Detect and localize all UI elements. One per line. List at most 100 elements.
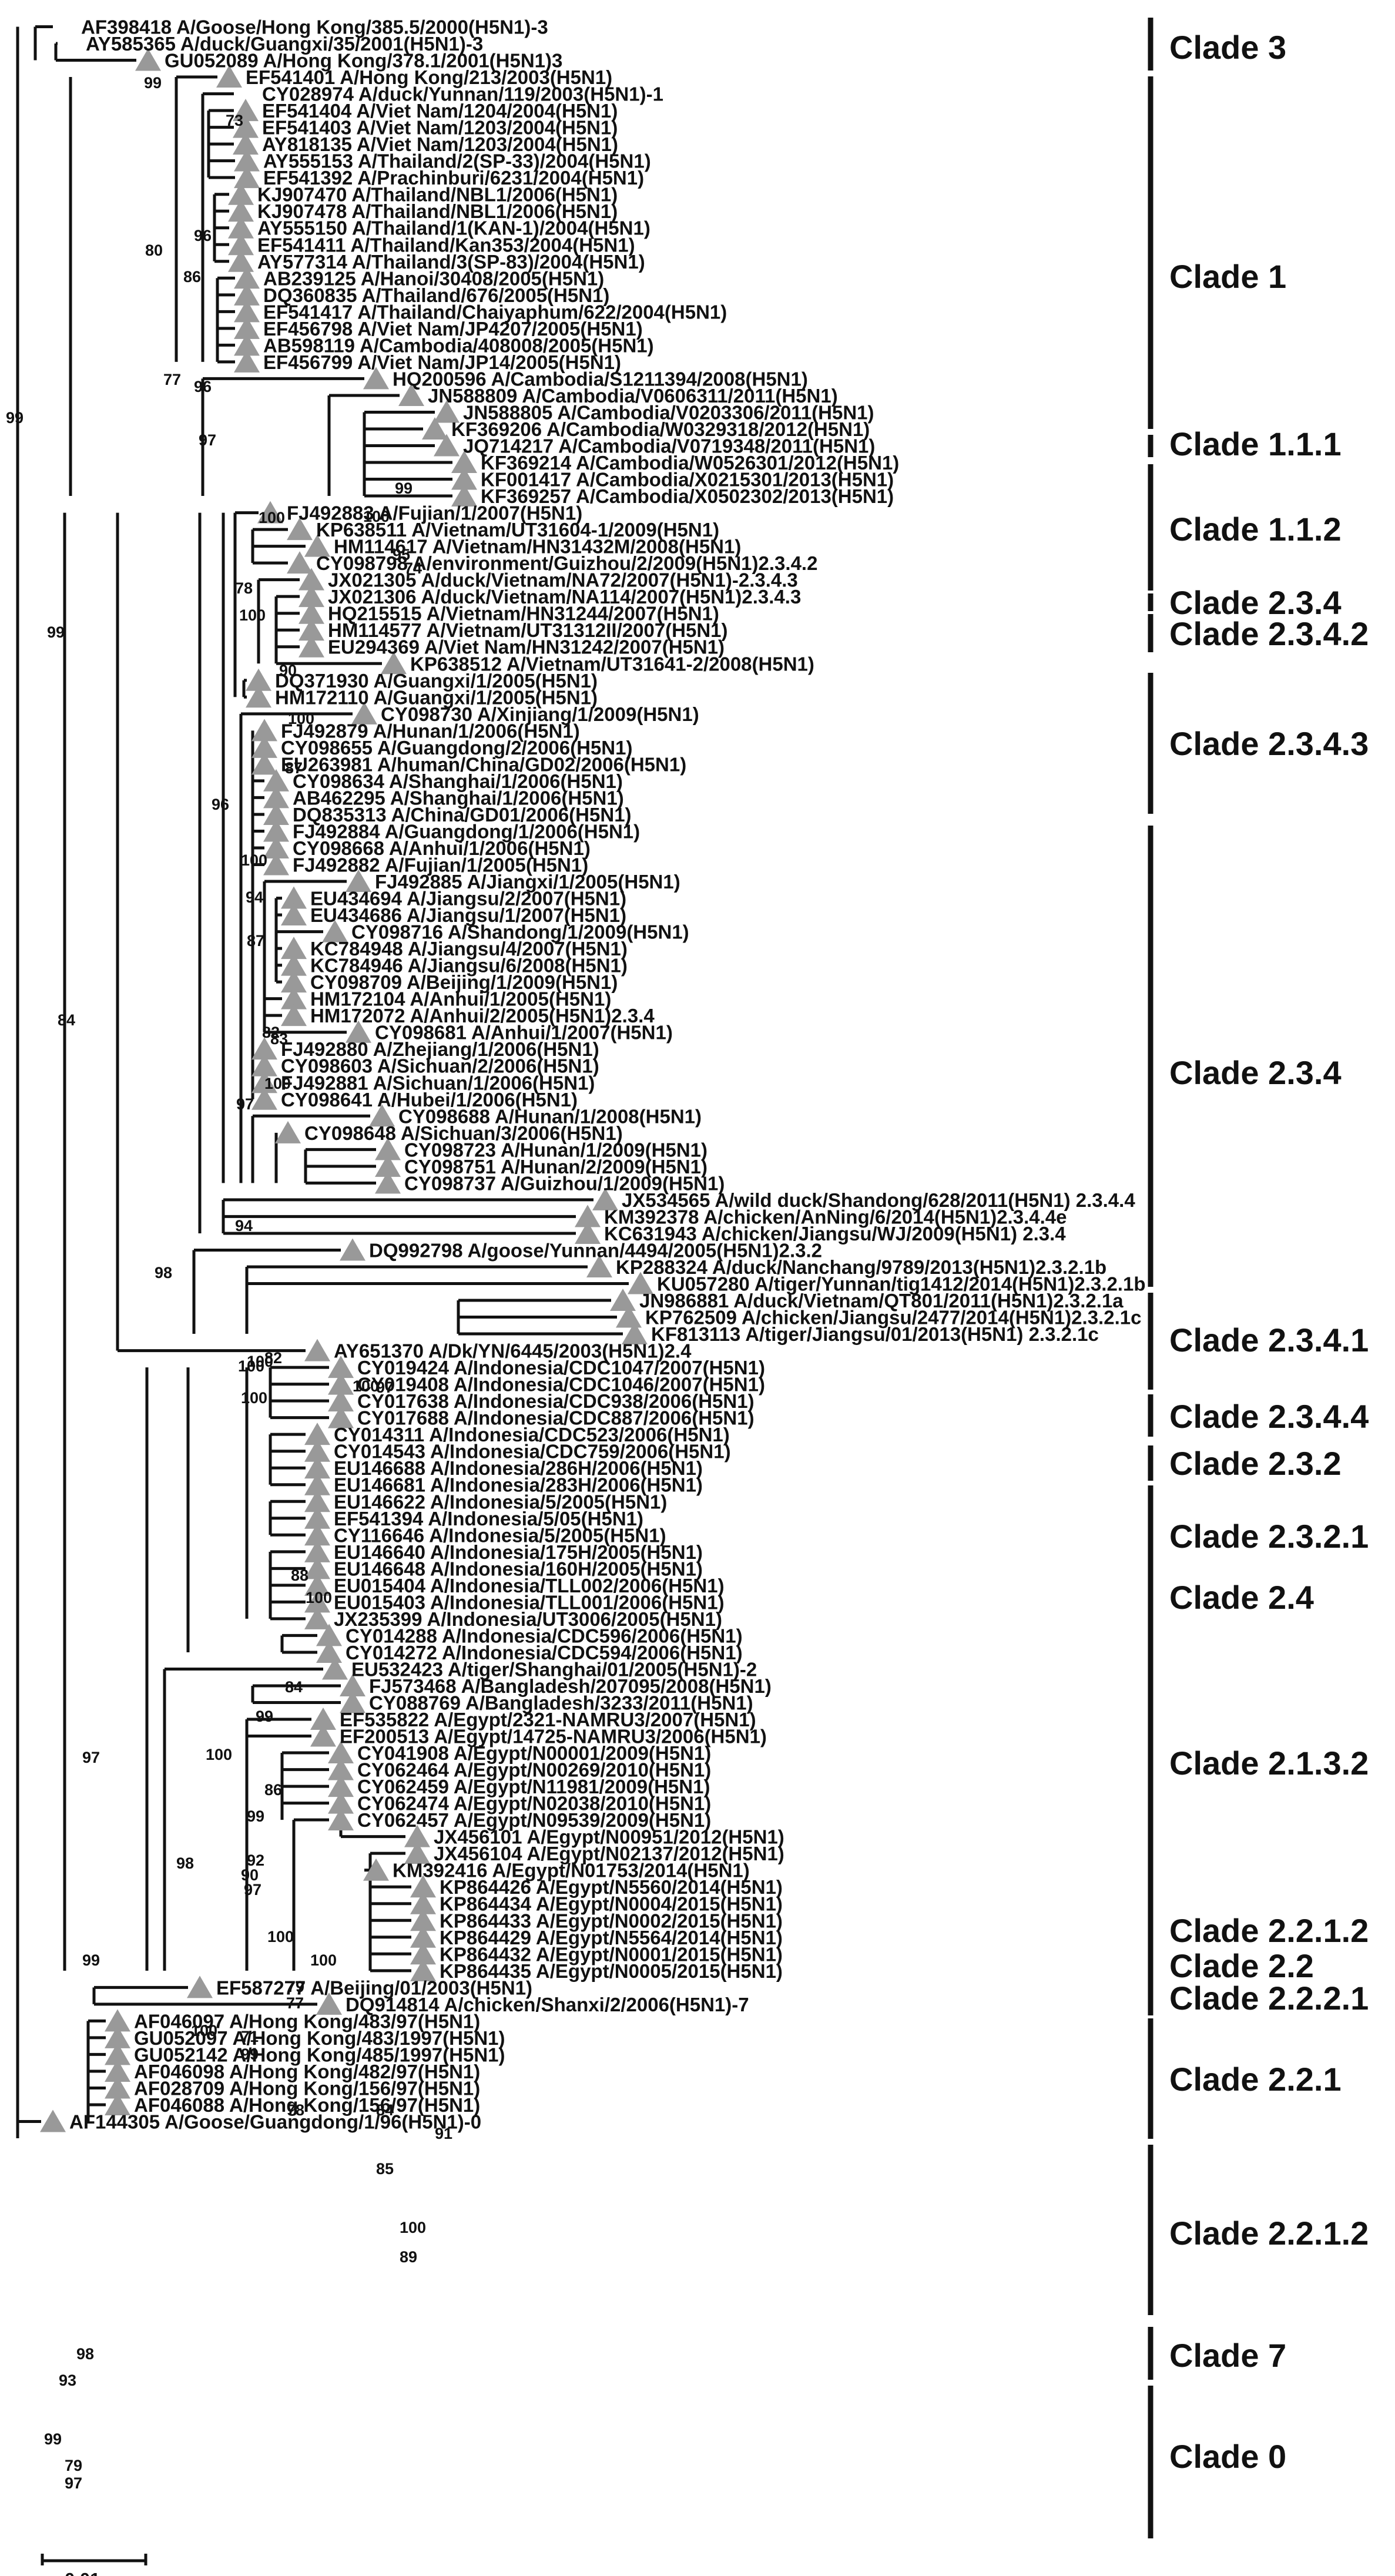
- leaf-label: EF541392 A/Prachinburi/6231/2004(H5N1): [263, 167, 644, 189]
- tip-triangle: [328, 1808, 354, 1831]
- tip-triangle: [105, 2092, 130, 2115]
- bootstrap-value: 100: [239, 606, 266, 624]
- tip-triangle: [304, 1456, 330, 1479]
- bootstrap-value: 100: [264, 1075, 291, 1092]
- leaf-label: CY041908 A/Egypt/N00001/2009(H5N1): [357, 1742, 711, 1764]
- leaf-label: EF541404 A/Viet Nam/1204/2004(H5N1): [262, 100, 618, 122]
- leaf-label: CY062474 A/Egypt/N02038/2010(H5N1): [357, 1793, 711, 1814]
- tip-triangle: [187, 1975, 213, 1998]
- leaf-label: KU057280 A/tiger/Yunnan/tig1412/2014(H5N…: [657, 1273, 1145, 1295]
- bootstrap-value: 84: [285, 1678, 303, 1696]
- tip-triangle: [575, 1205, 601, 1227]
- bootstrap-value: 79: [65, 2457, 82, 2474]
- leaf-label: KM392378 A/chicken/AnNing/6/2014(H5N1)2.…: [604, 1206, 1067, 1227]
- leaf-label: AY555153 A/Thailand/2(SP-33)/2004(H5N1): [263, 150, 651, 172]
- bootstrap-value: 84: [376, 2101, 394, 2119]
- leaf-label: CY062464 A/Egypt/N00269/2010(H5N1): [357, 1759, 711, 1781]
- tip-triangle: [251, 1087, 277, 1110]
- bootstrap-value: 100: [259, 509, 285, 526]
- leaf-label: JN588805 A/Cambodia/V0203306/2011(H5N1): [463, 401, 874, 423]
- tip-triangle: [610, 1289, 636, 1312]
- clade-label: Clade 0: [1169, 2438, 1286, 2475]
- leaf-label: KF369214 A/Cambodia/W0526301/2012(H5N1): [481, 452, 899, 474]
- tip-triangle: [304, 1490, 330, 1512]
- clade-label: Clade 1: [1169, 258, 1286, 295]
- leaf-label: EF200513 A/Egypt/14725-NAMRU3/2006(H5N1): [340, 1726, 767, 1747]
- bootstrap-value: 97: [65, 2474, 82, 2492]
- leaf-label: HM114617 A/Vietnam/HN31432M/2008(H5N1): [334, 536, 741, 558]
- tip-triangle: [375, 1171, 401, 1194]
- leaf-label: CY017688 A/Indonesia/CDC887/2006(H5N1): [357, 1407, 754, 1429]
- tip-triangle: [328, 1406, 354, 1428]
- leaf-label: AY577314 A/Thailand/3(SP-83)/2004(H5N1): [257, 251, 645, 273]
- tip-triangle: [375, 1138, 401, 1160]
- bootstrap-value: 94: [246, 888, 263, 906]
- leaf-label: FJ492883 A/Fujian/1/2007(H5N1): [287, 502, 582, 524]
- scale-label: 0.01: [65, 2569, 100, 2576]
- leaf-label: CY116646 A/Indonesia/5/2005(H5N1): [334, 1524, 666, 1546]
- tip-triangle: [281, 953, 307, 976]
- leaf-label: EU263981 A/human/China/GD02/2006(H5N1): [281, 753, 686, 775]
- clade-label: Clade 2.4: [1169, 1579, 1314, 1616]
- tip-triangle: [216, 65, 242, 88]
- leaf-label: JQ714217 A/Cambodia/V0719348/2011(H5N1): [463, 435, 875, 457]
- bootstrap-value: 99: [44, 2430, 62, 2448]
- bootstrap-value: 87: [247, 932, 264, 950]
- leaf-label: CY098688 A/Hunan/1/2008(H5N1): [398, 1105, 702, 1127]
- bootstrap-value: 98: [76, 2345, 94, 2363]
- tip-triangle: [451, 467, 477, 490]
- leaf-label: JN588809 A/Cambodia/V0606311/2011(H5N1): [428, 385, 838, 407]
- leaf-label: HQ200596 A/Cambodia/S1211394/2008(H5N1): [393, 368, 808, 390]
- tip-triangle: [328, 1741, 354, 1764]
- tip-triangle: [304, 1523, 330, 1546]
- bootstrap-value: 100: [353, 1377, 379, 1395]
- tip-triangle: [105, 2025, 130, 2048]
- leaf-label: AY818135 A/Viet Nam/1203/2004(H5N1): [262, 133, 618, 155]
- clade-label: Clade 7: [1169, 2337, 1286, 2374]
- leaf-label: KF001417 A/Cambodia/X0215301/2013(H5N1): [481, 469, 894, 491]
- tip-triangle: [233, 115, 259, 138]
- bootstrap-value: 87: [285, 759, 303, 777]
- tip-triangle: [251, 1037, 277, 1060]
- bootstrap-value: 99: [144, 74, 162, 92]
- clade-label: Clade 2.3.4.4: [1169, 1398, 1369, 1435]
- leaf-label: EU146640 A/Indonesia/175H/2005(H5N1): [334, 1541, 703, 1563]
- leaf-label: GU052089 A/Hong Kong/378.1/2001(H5N1)3: [165, 50, 562, 72]
- tip-triangle: [410, 1908, 436, 1931]
- bootstrap-value: 100: [310, 1951, 337, 1969]
- bootstrap-value: 100: [247, 1353, 273, 1370]
- bootstrap-value: 77: [286, 1994, 304, 2012]
- tip-triangle: [616, 1305, 642, 1328]
- clade-label: Clade 2.2.1.2: [1169, 2215, 1369, 2252]
- leaf-label: EF535822 A/Egypt/2321-NAMRU3/2007(H5N1): [340, 1709, 756, 1730]
- tip-triangle: [451, 484, 477, 507]
- bootstrap-value: 71: [241, 2028, 259, 2045]
- tip-triangle: [105, 2076, 130, 2099]
- leaf-label: JX235399 A/Indonesia/UT3006/2005(H5N1): [334, 1608, 722, 1630]
- leaf-label: EF456798 A/Viet Nam/JP4207/2005(H5N1): [263, 318, 643, 340]
- leaf-label: KP864429 A/Egypt/N5564/2014(H5N1): [440, 1927, 783, 1948]
- tip-triangle: [263, 819, 289, 842]
- leaf-label: EF541403 A/Viet Nam/1203/2004(H5N1): [262, 117, 618, 139]
- leaf-label: FJ492884 A/Guangdong/1/2006(H5N1): [293, 820, 640, 842]
- leaf-label: FJ492885 A/Jiangxi/1/2005(H5N1): [375, 871, 680, 893]
- leaf-label: CY098655 A/Guangdong/2/2006(H5N1): [281, 737, 632, 759]
- clade-label: Clade 2.3.4: [1169, 584, 1342, 621]
- tip-triangle: [310, 1724, 336, 1747]
- tip-triangle: [281, 937, 307, 960]
- bootstrap-value: 82: [264, 1349, 282, 1367]
- clade-label: Clade 2.3.4.2: [1169, 615, 1369, 652]
- clade-labels: Clade 3 Clade 1 Clade 1.1.1 Clade 1.1.2 Clad…: [1169, 29, 1369, 2475]
- leaf-label: EU146648 A/Indonesia/160H/2005(H5N1): [334, 1558, 703, 1579]
- bootstrap-value: 90: [279, 662, 297, 679]
- tip-triangle: [40, 2109, 66, 2132]
- bootstrap-value: 78: [287, 2101, 304, 2119]
- bootstrap-value: 82: [262, 1024, 280, 1041]
- bootstrap-value: 100: [267, 1928, 294, 1946]
- tip-triangle: [299, 635, 324, 658]
- leaf-label: KP638511 A/Vietnam/UT31604-1/2009(H5N1): [316, 519, 719, 541]
- tip-triangle: [234, 316, 260, 339]
- tip-triangle: [263, 802, 289, 825]
- tip-triangle: [434, 434, 460, 457]
